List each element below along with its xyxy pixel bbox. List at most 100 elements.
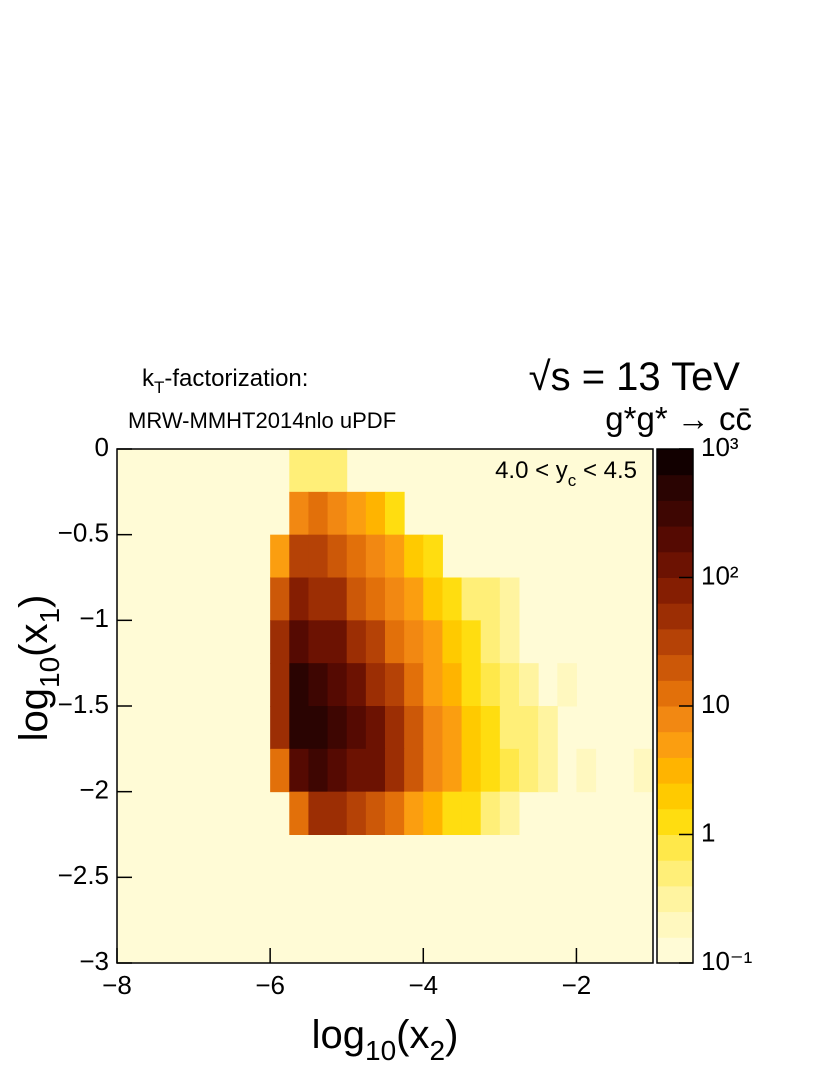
heatmap-cell bbox=[461, 577, 482, 621]
y-tick-label: −0.5 bbox=[58, 518, 109, 548]
heatmap-cell bbox=[365, 706, 386, 750]
heatmap-cell bbox=[270, 748, 290, 793]
y-tick-label: −2.5 bbox=[58, 860, 109, 890]
heatmap-cell bbox=[423, 663, 443, 707]
colorbar-band bbox=[657, 937, 693, 964]
colorbar-band bbox=[657, 577, 693, 604]
colorbar-tick-label: 10⁻¹ bbox=[701, 946, 753, 976]
heatmap-cell bbox=[270, 620, 290, 664]
heatmap-cell bbox=[385, 620, 405, 664]
heatmap-cell bbox=[289, 663, 309, 707]
heatmap-cell bbox=[327, 491, 348, 536]
rapidity-text: < 4.5 bbox=[576, 457, 637, 484]
process-label: g*g* → cc̄ bbox=[605, 400, 752, 437]
heatmap-cell bbox=[423, 791, 443, 835]
heatmap-cell bbox=[385, 491, 405, 536]
scheme-text: k bbox=[142, 365, 155, 392]
heatmap-cell bbox=[289, 620, 309, 664]
heatmap-cell bbox=[404, 663, 424, 707]
heatmap-cell bbox=[442, 620, 463, 664]
heatmap-cell bbox=[289, 534, 309, 578]
heatmap-cell bbox=[308, 491, 329, 536]
heatmap-cell bbox=[365, 791, 386, 835]
rapidity-sub: c bbox=[568, 471, 577, 490]
heatmap-cell bbox=[480, 663, 501, 707]
heatmap-cell bbox=[385, 706, 405, 750]
colorbar-tick-label: 10 bbox=[701, 689, 730, 719]
colorbar-tick-label: 10³ bbox=[701, 432, 739, 462]
heatmap-cell bbox=[327, 620, 348, 664]
colorbar-band bbox=[657, 654, 693, 681]
y-tick-label: −2 bbox=[79, 775, 109, 805]
heatmap-cell bbox=[404, 791, 424, 835]
heatmap-cells bbox=[270, 449, 654, 835]
heatmap-cell bbox=[308, 449, 329, 493]
colorbar-tick-label: 10² bbox=[701, 560, 739, 590]
heatmap-cell bbox=[289, 748, 309, 793]
energy-label: √s = 13 TeV bbox=[529, 355, 741, 399]
y-title-text: ) bbox=[12, 595, 56, 608]
heatmap-cell bbox=[308, 748, 329, 793]
x-title-text: ) bbox=[445, 1013, 458, 1057]
heatmap-cell bbox=[365, 663, 386, 707]
rapidity-text: 4.0 < y bbox=[495, 457, 568, 484]
y-tick-label: −1.5 bbox=[58, 689, 109, 719]
heatmap-cell bbox=[289, 791, 309, 835]
heatmap-cell bbox=[423, 748, 443, 793]
colorbar-band bbox=[657, 706, 693, 733]
heatmap-cell bbox=[499, 706, 520, 750]
y-axis-title: log10(x1) bbox=[12, 595, 65, 742]
heatmap-cell bbox=[308, 663, 329, 707]
heatmap-cell bbox=[365, 748, 386, 793]
heatmap-cell bbox=[499, 663, 520, 707]
heatmap-cell bbox=[365, 577, 386, 621]
colorbar-band bbox=[657, 680, 693, 707]
heatmap-cell bbox=[385, 791, 405, 835]
heatmap-cell bbox=[499, 791, 520, 835]
heatmap-cell bbox=[346, 791, 367, 835]
x-axis-title: log10(x2) bbox=[312, 1013, 459, 1066]
x-title-sub: 2 bbox=[429, 1035, 445, 1066]
heatmap-cell bbox=[423, 620, 443, 664]
heatmap-cell bbox=[538, 706, 558, 750]
heatmap-cell bbox=[442, 663, 463, 707]
heatmap-cell bbox=[576, 748, 597, 793]
x-title-text: log bbox=[312, 1013, 365, 1057]
colorbar-band bbox=[657, 757, 693, 784]
colorbar-band bbox=[657, 526, 693, 553]
colorbar: 10⁻¹ 1 10 10² 10³ bbox=[656, 432, 753, 976]
heatmap-cell bbox=[442, 577, 463, 621]
colorbar-band bbox=[657, 500, 693, 527]
heatmap-cell bbox=[480, 577, 501, 621]
x-tick-label: −2 bbox=[562, 970, 592, 1000]
scheme-sub: T bbox=[154, 378, 164, 397]
heatmap-cell bbox=[557, 663, 577, 707]
heatmap-cell bbox=[404, 577, 424, 621]
heatmap-cell bbox=[442, 706, 463, 750]
heatmap-cell bbox=[423, 534, 443, 578]
heatmap-cell bbox=[327, 449, 348, 493]
colorbar-band bbox=[657, 551, 693, 578]
colorbar-band bbox=[657, 808, 693, 835]
heatmap-cell bbox=[289, 577, 309, 621]
heatmap-cell bbox=[423, 577, 443, 621]
heatmap-cell bbox=[308, 577, 329, 621]
x-title-sub: 10 bbox=[365, 1035, 396, 1066]
heatmap-cell bbox=[499, 577, 520, 621]
y-title-text: (x bbox=[12, 624, 56, 657]
colorbar-band bbox=[657, 911, 693, 938]
y-tick-label: 0 bbox=[95, 432, 109, 462]
colorbar-band bbox=[657, 860, 693, 887]
colorbar-band bbox=[657, 731, 693, 758]
heatmap-cell bbox=[385, 577, 405, 621]
heatmap-cell bbox=[519, 663, 539, 707]
heatmap-cell bbox=[365, 620, 386, 664]
x-title-text: (x bbox=[396, 1013, 429, 1057]
heatmap-cell bbox=[442, 748, 463, 793]
heatmap-cell bbox=[461, 663, 482, 707]
heatmap-cell bbox=[346, 748, 367, 793]
heatmap-cell bbox=[480, 791, 501, 835]
heatmap-cell bbox=[270, 577, 290, 621]
heatmap-cell bbox=[519, 706, 539, 750]
